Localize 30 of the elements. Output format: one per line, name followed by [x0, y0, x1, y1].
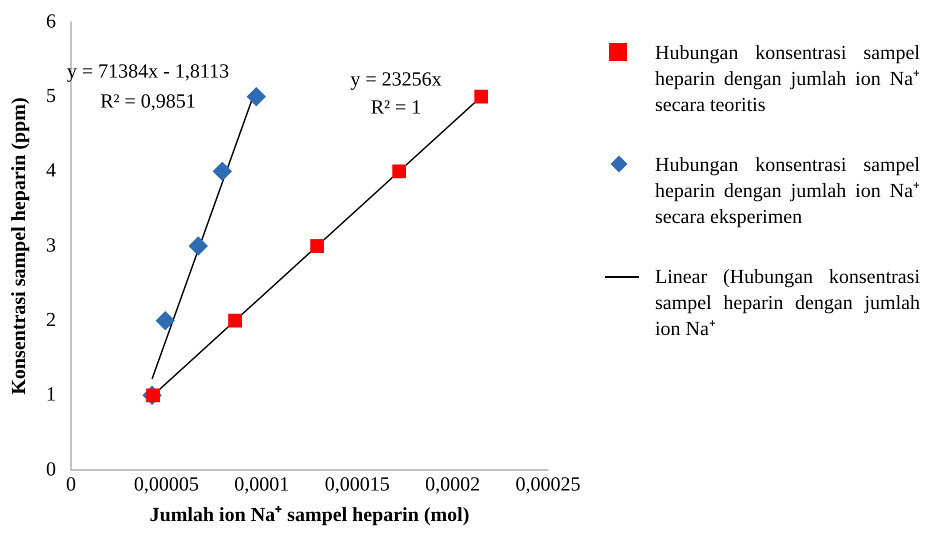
point — [310, 239, 324, 253]
y-tick-label: 5 — [46, 84, 56, 107]
annotation: R² = 0,9851 — [100, 90, 196, 112]
y-tick-label: 3 — [46, 234, 56, 256]
point — [474, 90, 488, 104]
legend-label: Hubungan konsentrasi sampel heparin dengan jumlah ion Na⁺ secara eksperimen — [655, 153, 920, 230]
point — [392, 164, 406, 178]
x-tick-label: 0,0001 — [234, 473, 290, 496]
y-tick-label: 2 — [46, 308, 56, 331]
point — [246, 87, 266, 106]
y-tick-label: 0 — [46, 458, 56, 480]
annotation: y = 71384x - 1,8113 — [66, 60, 230, 82]
point — [228, 314, 242, 328]
legend-label: Hubungan konsentrasi sampel heparin dengan jumlah ion Na⁺ secara teoritis — [655, 41, 920, 118]
x-tick-label: 0,0002 — [425, 473, 480, 496]
x-axis-title: Jumlah ion Na⁺ sampel heparin (mol) — [150, 504, 470, 526]
y-tick-label: 4 — [46, 160, 56, 182]
x-tick-label: 0,00025 — [516, 473, 580, 496]
x-tick-label: 0,00015 — [324, 473, 390, 496]
x-tick-label: 0,00005 — [134, 473, 199, 496]
annotation: y = 23256x — [350, 68, 442, 90]
point — [212, 162, 232, 181]
y-tick-label: 1 — [46, 384, 56, 406]
y-axis-title: Konsentrasi sampel heparin (ppm) — [8, 97, 30, 395]
x-tick-label: 0 — [66, 473, 76, 496]
legend-label: Linear (Hubungan konsentrasi sampel heparin dengan jumlah ion Na⁺ — [655, 265, 920, 342]
annotation: R² = 1 — [370, 96, 422, 118]
y-tick-label: 6 — [46, 10, 56, 32]
point — [188, 236, 208, 256]
point — [156, 311, 175, 330]
